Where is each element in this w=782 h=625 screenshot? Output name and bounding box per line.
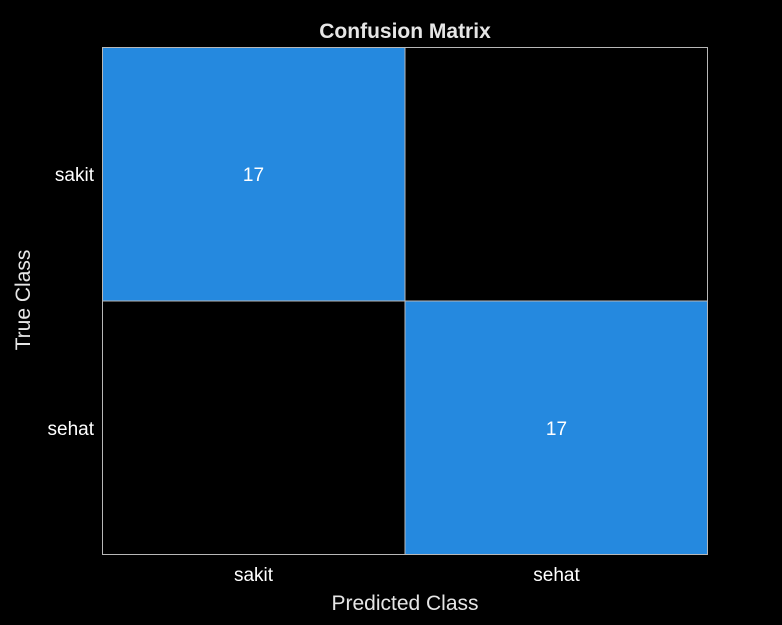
cell-value-label: 17 xyxy=(546,419,567,440)
y-tick-label: sakit xyxy=(55,165,95,186)
matrix-cells xyxy=(102,47,708,555)
matrix-cell-sakit-sehat xyxy=(405,47,708,301)
matrix-cell-sehat-sehat xyxy=(405,301,708,555)
matrix-cell-sakit-sakit xyxy=(102,47,405,301)
x-axis-label: Predicted Class xyxy=(331,592,478,615)
matrix-grid xyxy=(102,47,708,555)
y-tick-labels: sakit sehat xyxy=(48,165,95,440)
y-axis-label: True Class xyxy=(12,250,35,351)
x-tick-label: sehat xyxy=(533,565,580,586)
chart-title: Confusion Matrix xyxy=(319,20,491,43)
y-tick-label: sehat xyxy=(48,419,95,440)
cell-value-label: 17 xyxy=(243,165,264,186)
x-tick-labels: sakit sehat xyxy=(234,565,580,586)
x-tick-label: sakit xyxy=(234,565,274,586)
matrix-cell-sehat-sakit xyxy=(102,301,405,555)
